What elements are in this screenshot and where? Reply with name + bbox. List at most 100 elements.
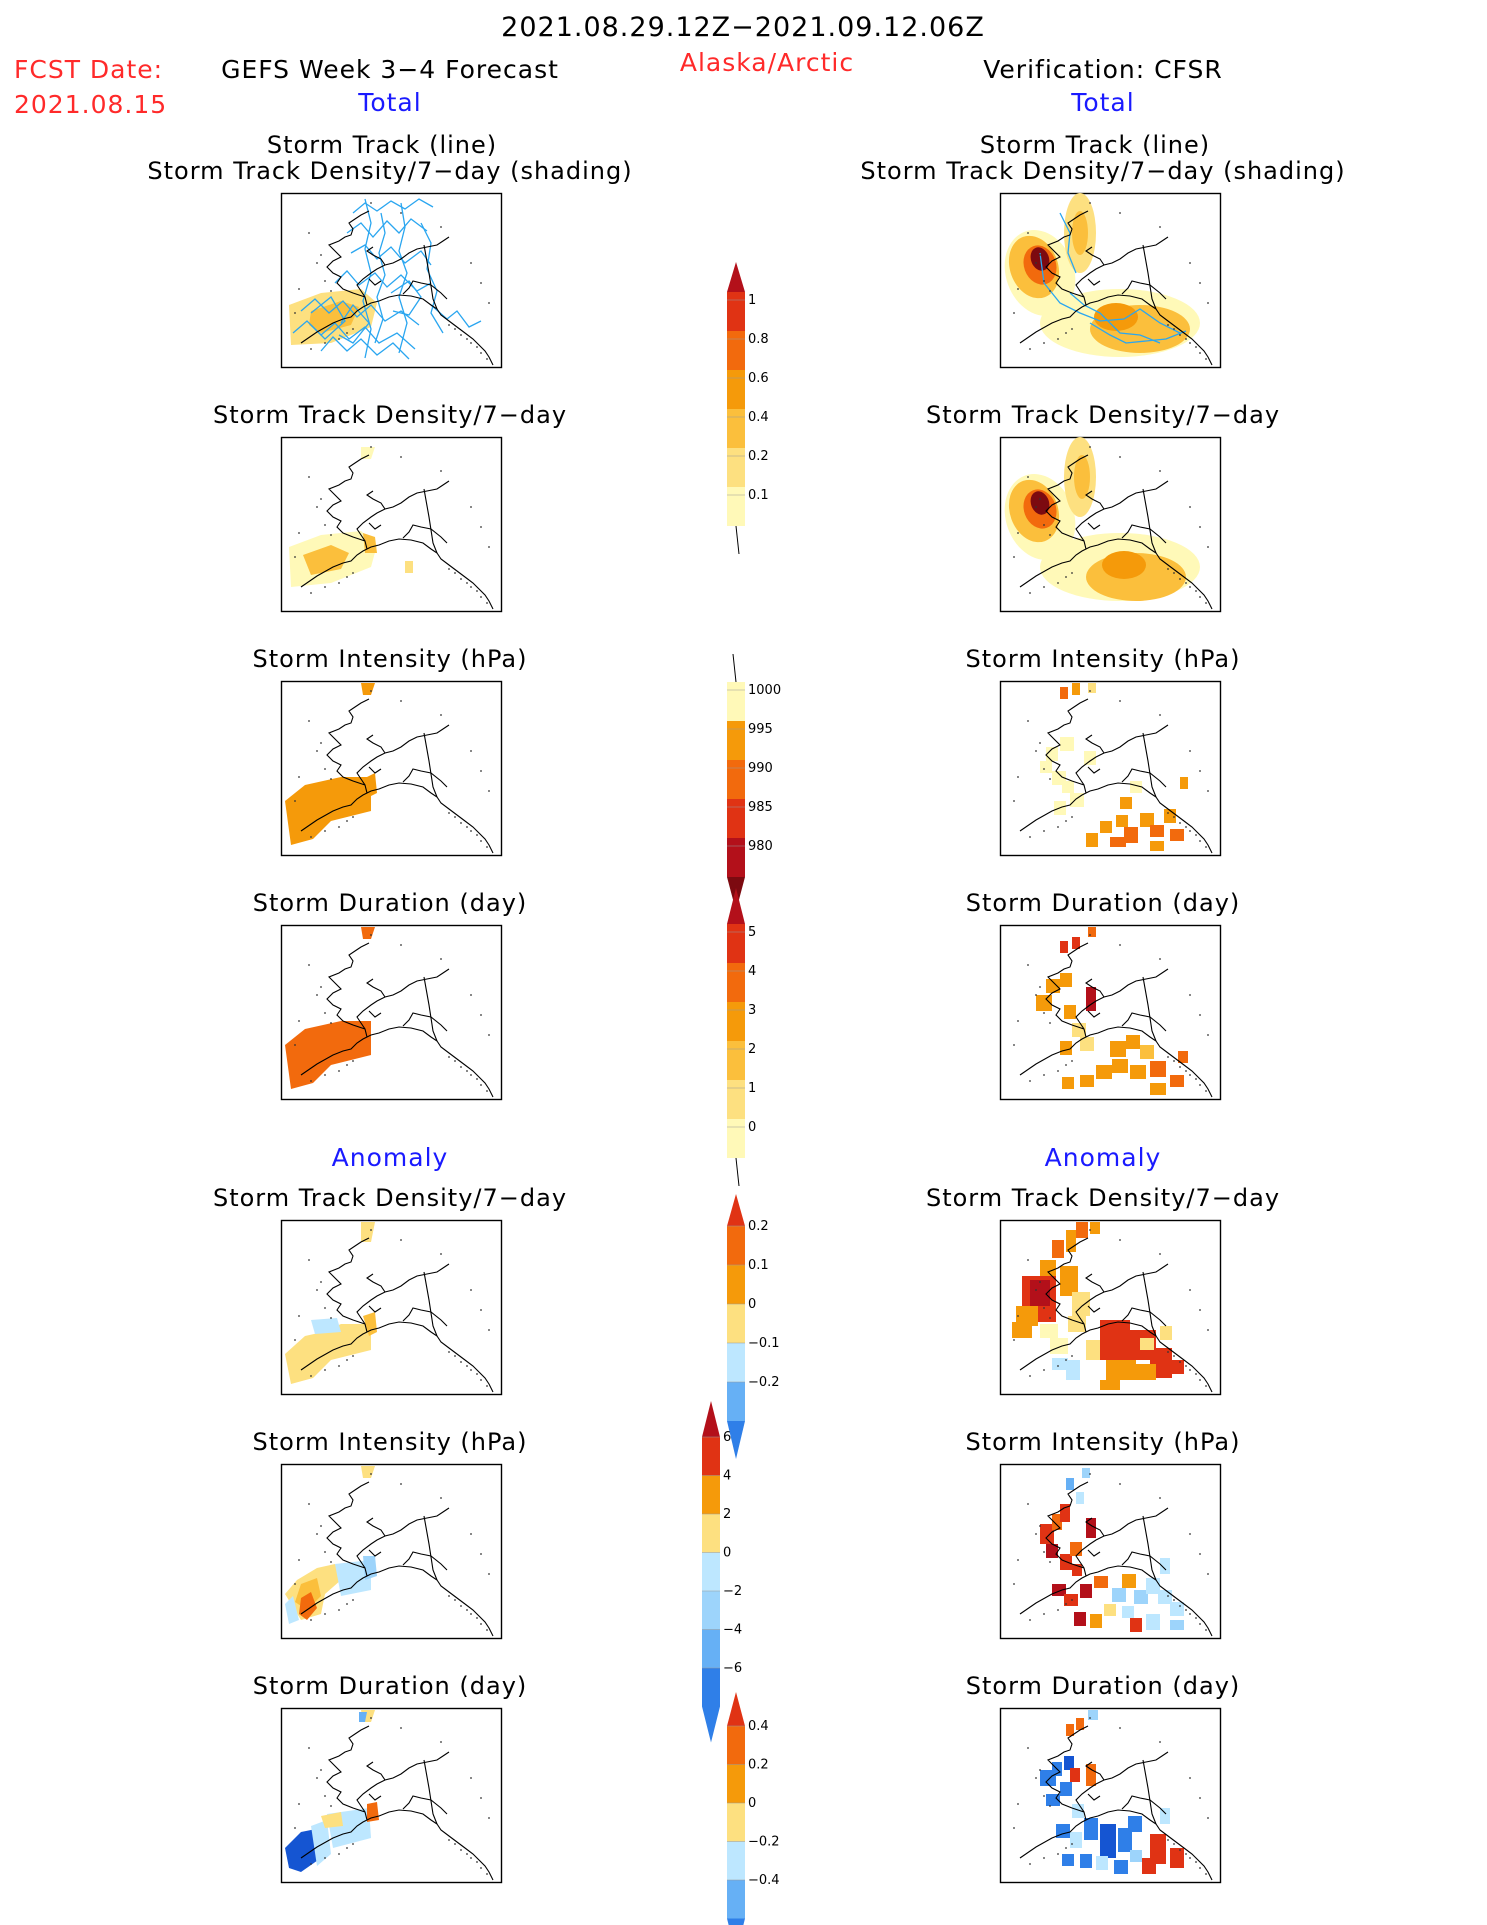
L1-coast-dot <box>466 338 468 340</box>
R4-coast-dot <box>1159 958 1161 960</box>
L3-coast-dot <box>308 720 310 722</box>
L5-coast-dot <box>480 1379 482 1381</box>
L5-coastline <box>294 1229 494 1393</box>
L5-coast-dot <box>454 1355 456 1357</box>
R7-cell <box>1114 1860 1128 1874</box>
L3-coast-dot <box>298 776 300 778</box>
R6-coast-dot <box>1017 1559 1019 1561</box>
R6-cell <box>1060 1504 1070 1522</box>
R1-coast-dot <box>1207 302 1209 304</box>
R6-cell <box>1040 1524 1054 1544</box>
right-track-title-1: Storm Track (line) <box>979 131 1211 159</box>
L3-coast-dot <box>324 768 326 770</box>
L1-track-line <box>310 296 346 340</box>
R3-coast-dot <box>1071 816 1073 818</box>
R6-coast-dot <box>1027 1503 1029 1505</box>
L6-coast-dot <box>460 1605 462 1607</box>
bar-2-segment <box>727 721 745 760</box>
bar-6-tick-label: 0.4 <box>748 1719 769 1734</box>
L5-coast-dot <box>324 1307 326 1309</box>
R7-cell <box>1070 1832 1082 1848</box>
L2-coast-dot <box>298 532 300 534</box>
L2-coast-dot <box>330 534 332 536</box>
L5-coast-dot <box>310 1375 312 1377</box>
L1-coast-dot <box>338 338 340 340</box>
L4-coast-dot <box>486 1090 488 1092</box>
L7-coast-dot <box>488 1817 490 1819</box>
R4-cell <box>1060 941 1068 953</box>
R3-cell <box>1086 833 1098 847</box>
R5-cell <box>1040 1260 1056 1276</box>
R7-coast-dot <box>1035 1777 1037 1779</box>
R5-cell <box>1100 1320 1130 1360</box>
L7-coast-dot <box>476 1861 478 1863</box>
L1-coast-dot <box>298 288 300 290</box>
R1-coast-dot <box>1039 254 1041 256</box>
R5-coast-dot <box>1159 1253 1161 1255</box>
R4-coast-dot <box>1189 1074 1191 1076</box>
R2-coastline <box>1013 446 1213 610</box>
R4-coast-dot <box>1199 1084 1201 1086</box>
bar-1-segment <box>727 292 745 331</box>
map-forecast-track <box>280 192 503 369</box>
R4-coast-dot <box>1167 1056 1169 1058</box>
R4-cell <box>1062 1077 1074 1089</box>
L2-coast-dot <box>352 572 354 574</box>
bar-4-segment <box>727 1382 745 1421</box>
bar-3-tick-label: 3 <box>748 1003 756 1018</box>
bar-5-tick-label: 6 <box>723 1430 731 1445</box>
L3-coast-dot <box>488 790 490 792</box>
L4-coast-dot <box>370 934 372 936</box>
R6-cell <box>1066 1478 1074 1490</box>
R7-cell <box>1170 1848 1184 1868</box>
L5-area <box>285 1324 371 1384</box>
R3-coast-dot <box>1167 812 1169 814</box>
R5-cell <box>1100 1380 1120 1390</box>
R2-coast-dot <box>1119 456 1121 458</box>
L6-coastline <box>294 1473 494 1637</box>
bar-5-segment <box>702 1514 720 1553</box>
R6-cell <box>1082 1468 1090 1478</box>
L5-coast-dot <box>316 1289 318 1291</box>
R3-cells <box>1040 683 1188 851</box>
R7-coast-dot <box>1167 1839 1169 1841</box>
bar-5-tick-label: 4 <box>723 1469 731 1484</box>
R7-cell <box>1150 1834 1166 1864</box>
R3-cell <box>1120 797 1132 809</box>
L1-coast-dot <box>488 302 490 304</box>
R7-coast-dot <box>1189 1857 1191 1859</box>
R7-coast-dot <box>1179 1849 1181 1851</box>
bar-3-segment <box>727 1041 745 1080</box>
bar-2-tick-label: 980 <box>748 839 773 854</box>
R1-coast-dot <box>1199 282 1201 284</box>
bar-1-scale: 1 0.8 0.6 0.4 0.2 0.1 <box>727 262 769 555</box>
bar-4-tick-label: −0.2 <box>748 1375 780 1390</box>
L2-coast-dot <box>324 586 326 588</box>
R7-cells <box>1040 1710 1184 1874</box>
R5-coast-dot <box>1043 1369 1045 1371</box>
R4-coast-dot <box>1207 1034 1209 1036</box>
R1-track-line <box>1069 292 1161 344</box>
map-verification-density <box>999 436 1222 613</box>
R3-coast-dot <box>1029 836 1031 838</box>
right-intensity-anom-title: Storm Intensity (hPa) <box>965 1428 1241 1456</box>
R6-cells <box>1040 1468 1184 1632</box>
L4-coast-dot <box>338 1070 340 1072</box>
R3-coast-dot <box>1013 800 1015 802</box>
R6-coast-dot <box>1071 1599 1073 1601</box>
L1-coast-dot <box>470 262 472 264</box>
R1-coast-dot <box>1071 328 1073 330</box>
R1-coast-dot <box>1049 290 1051 292</box>
bar-5-segment <box>702 1668 720 1707</box>
bar-4-segment <box>727 1304 745 1343</box>
bar-3-segment <box>727 1119 745 1158</box>
bar-4-segment <box>727 1343 745 1382</box>
R1-track-line <box>1089 322 1187 344</box>
L7-areas <box>285 1710 379 1872</box>
L4-coast-dot <box>480 1014 482 1016</box>
L1-coast-dot <box>316 262 318 264</box>
map-verification-density-anomaly <box>999 1219 1222 1396</box>
R6-coast-dot <box>1043 1551 1045 1553</box>
R5-coast-dot <box>1167 1351 1169 1353</box>
R5-coast-dot <box>1179 1361 1181 1363</box>
